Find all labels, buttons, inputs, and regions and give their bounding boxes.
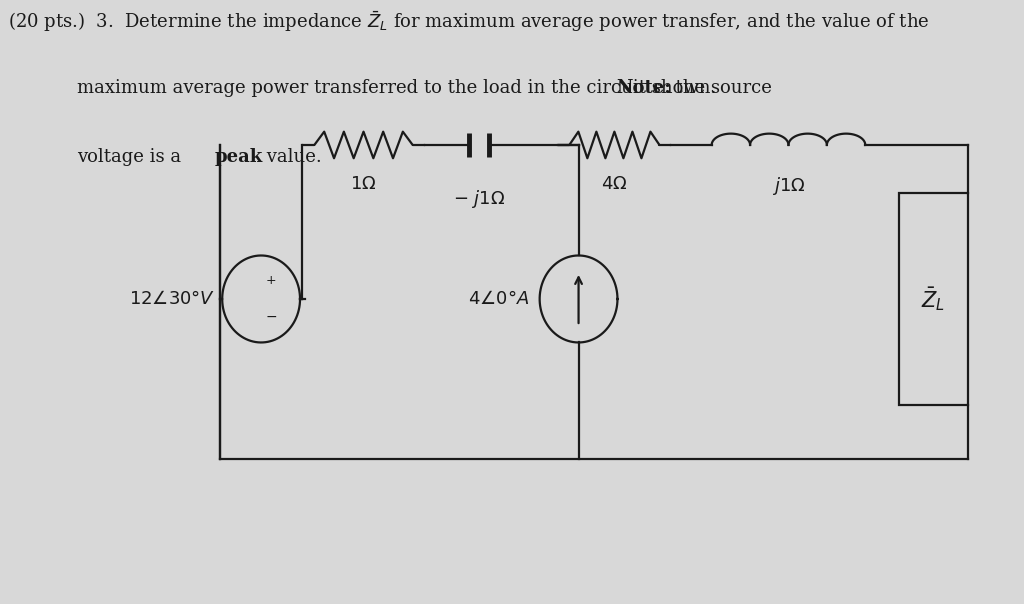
Text: $\bar{Z}_L$: $\bar{Z}_L$ [922, 285, 945, 313]
Text: $4\angle0°A$: $4\angle0°A$ [468, 290, 529, 308]
Text: $1\Omega$: $1\Omega$ [350, 175, 377, 193]
Text: value.: value. [261, 148, 322, 166]
Text: $12\angle30°V$: $12\angle30°V$ [129, 290, 215, 308]
Text: Note:: Note: [616, 79, 672, 97]
Text: $j1\Omega$: $j1\Omega$ [772, 175, 805, 197]
Text: −: − [265, 310, 276, 324]
Text: maximum average power transferred to the load in the circuit shown.: maximum average power transferred to the… [77, 79, 728, 97]
Text: peak: peak [215, 148, 263, 166]
Text: $-\ j1\Omega$: $-\ j1\Omega$ [453, 188, 506, 210]
Text: (20 pts.)  3.  Determine the impedance $\bar{Z}_L$ for maximum average power tra: (20 pts.) 3. Determine the impedance $\b… [8, 9, 930, 34]
Text: the source: the source [664, 79, 771, 97]
Text: voltage is a: voltage is a [77, 148, 186, 166]
Text: $4\Omega$: $4\Omega$ [601, 175, 628, 193]
Bar [899, 193, 968, 405]
Text: +: + [265, 274, 276, 288]
